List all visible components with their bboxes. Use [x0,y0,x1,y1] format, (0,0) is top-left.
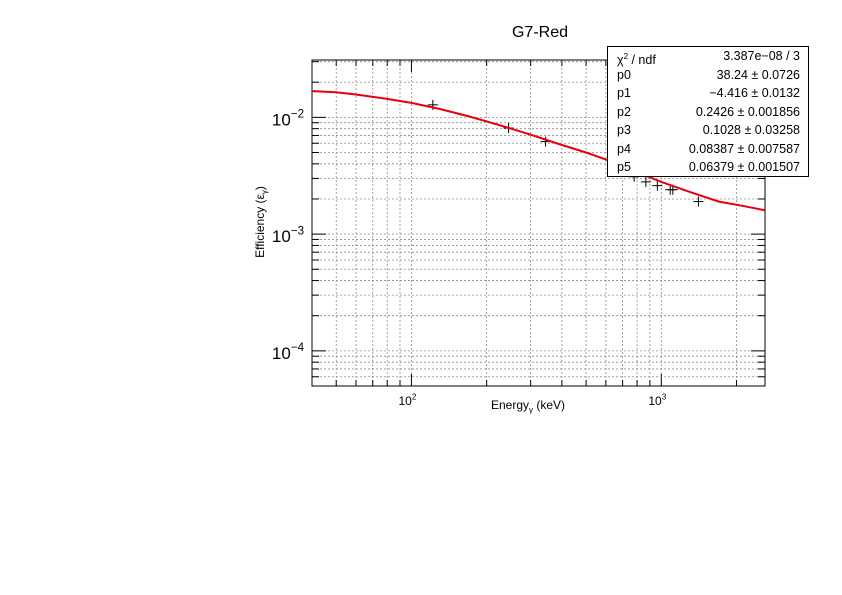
fit-stat-label: p5 [617,160,631,174]
fit-stat-label: p1 [617,86,631,100]
fit-statistics-box: χ2 / ndf 3.387e−08 / 3 p0 38.24 ± 0.0726… [607,46,809,177]
x-tick-label: 103 [648,393,666,408]
fit-stat-label: p2 [617,104,631,119]
fit-stat-value: 0.06379 ± 0.001507 [688,160,800,174]
fit-stat-label: p0 [617,67,631,82]
fit-stat-row: p1 −4.416 ± 0.0132 [608,84,808,103]
data-point [640,176,651,187]
fit-stat-label: p3 [617,123,631,137]
x-tick-label: 102 [398,393,416,408]
fit-stat-value: 0.2426 ± 0.001856 [695,104,800,119]
y-tick-label: 10−3 [272,225,304,246]
x-axis-label: Energyγ (keV) [491,398,566,415]
fit-stat-label: p4 [617,141,631,156]
data-point [693,196,704,207]
y-tick-label: 10−4 [272,342,305,363]
chart-title: G7-Red [511,24,569,41]
fit-stat-row: p5 0.06379 ± 0.001507 [608,158,808,177]
fit-stat-label: χ2 / ndf [617,52,656,68]
fit-stat-row: p0 38.24 ± 0.0726 [608,66,808,85]
y-tick-label: 10−2 [272,109,304,130]
fit-stat-row: p2 0.2426 ± 0.001856 [608,103,808,122]
fit-stat-value: 38.24 ± 0.0726 [716,67,800,82]
fit-stat-value: −4.416 ± 0.0132 [709,86,800,100]
fit-curve [311,90,766,212]
fit-stat-value: 0.08387 ± 0.007587 [688,141,800,156]
fit-stat-row: p4 0.08387 ± 0.007587 [608,140,808,159]
fit-stat-value: 0.1028 ± 0.03258 [702,123,800,137]
fit-stat-row: p3 0.1028 ± 0.03258 [608,121,808,140]
fit-stat-value: 3.387e−08 / 3 [723,49,800,63]
y-axis-label: Efficiency (εγ) [252,186,270,258]
plot-frame [311,59,766,387]
fit-stat-row: χ2 / ndf 3.387e−08 / 3 [608,47,808,67]
data-point [652,180,663,191]
